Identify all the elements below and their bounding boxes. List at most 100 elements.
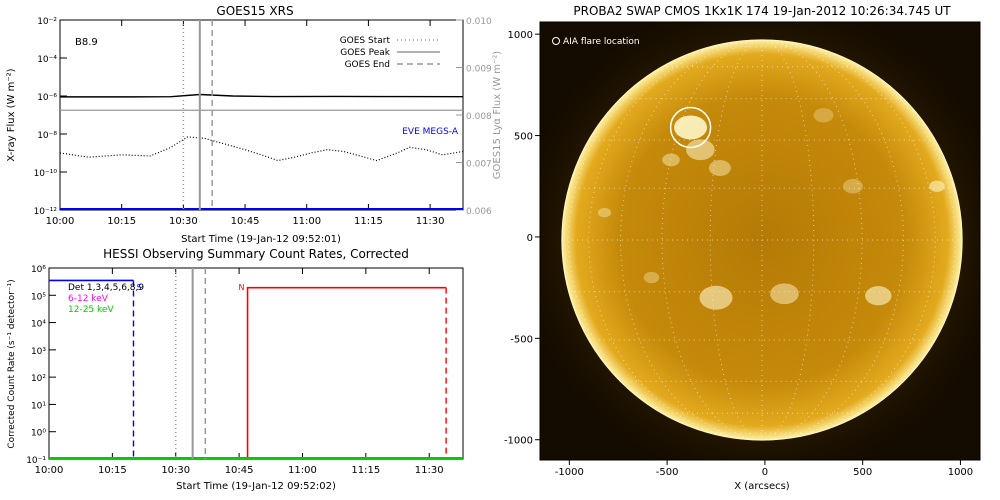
x-tick-label: -500 xyxy=(656,467,679,478)
y-tick-label: 10³ xyxy=(31,347,46,357)
y-tick-label: 10⁻¹ xyxy=(26,456,46,466)
x-tick-label: 10:30 xyxy=(161,465,190,476)
flare-legend-label: AIA flare location xyxy=(563,37,640,47)
hessi-series xyxy=(49,279,467,459)
goes-panel: GOES15 XRS 10:00 10:15 10:30 10:45 11:00 11:1… xyxy=(6,4,503,245)
hessi-legend-label: 12-25 keV xyxy=(68,305,114,315)
active-region xyxy=(662,153,680,167)
x-tick-label: 10:45 xyxy=(231,216,260,227)
x-tick-label: 500 xyxy=(853,467,872,478)
y-tick-label: 500 xyxy=(514,132,533,143)
hessi-panel: HESSI Observing Summary Count Rates, Cor… xyxy=(7,247,467,492)
x-tick-label: 1000 xyxy=(948,467,973,478)
hessi-ylabel: Corrected Count Rate (s⁻¹ detector⁻¹) xyxy=(7,279,17,448)
active-region xyxy=(699,285,733,310)
active-region xyxy=(674,115,708,140)
y-tick-label: 0 xyxy=(527,233,533,244)
y-tick-label: 10⁵ xyxy=(31,292,46,302)
longitude-line xyxy=(761,39,815,441)
goes-annotation: B8.9 xyxy=(75,37,98,48)
hessi-xlabel: Start Time (19-Jan-12 09:52:02) xyxy=(176,481,336,492)
legend-label: GOES Start xyxy=(340,36,391,46)
x-tick-label: 10:00 xyxy=(46,216,75,227)
swap-image-panel: PROBA2 SWAP CMOS 1Kx1K 174 19-Jan-2012 1… xyxy=(504,4,981,492)
swap-x-ticks: -1000 -500 0 500 1000 xyxy=(555,460,973,478)
active-region xyxy=(597,207,612,218)
hessi-y-ticks: 10⁻¹ 10⁰ 10¹ 10² 10³ 10⁴ 10⁵ 10⁶ xyxy=(26,265,56,466)
y2-tick-label: 0.010 xyxy=(466,17,492,27)
x-tick-label: 10:15 xyxy=(98,465,127,476)
x-tick-label: 11:00 xyxy=(288,465,317,476)
x-tick-label: 10:15 xyxy=(107,216,136,227)
active-region xyxy=(770,283,799,305)
y-tick-label: 10⁻⁴ xyxy=(37,55,57,65)
hessi-marker-S: S xyxy=(136,283,141,292)
x-tick-label: 10:45 xyxy=(225,465,254,476)
heliographic-grid xyxy=(562,39,962,441)
eve-label: EVE MEGS-A xyxy=(402,127,459,137)
goes-ylabel-right: GOES15 Lyα Flux (W m⁻²) xyxy=(492,51,503,179)
y-tick-label: 10⁶ xyxy=(31,265,46,275)
x-tick-label: -1000 xyxy=(555,467,584,478)
y-tick-label: 10⁻² xyxy=(37,17,57,27)
hessi-blue-segment-end xyxy=(463,280,467,459)
x-tick-label: 11:15 xyxy=(354,216,383,227)
hessi-event-lines xyxy=(174,268,207,459)
hessi-legend-label: 6-12 keV xyxy=(68,294,109,304)
y-tick-label: -500 xyxy=(510,334,533,345)
hessi-marker-N: N xyxy=(239,283,245,292)
longitude-line xyxy=(761,39,863,441)
longitude-line xyxy=(709,39,763,441)
y-tick-label: 10⁻⁶ xyxy=(37,93,57,103)
y-tick-label: 10¹ xyxy=(31,401,46,411)
active-region xyxy=(643,271,660,284)
series-long-channel xyxy=(60,93,463,98)
goes-title: GOES15 XRS xyxy=(216,4,293,18)
legend-label: GOES Peak xyxy=(340,48,390,58)
active-region xyxy=(865,286,892,306)
active-regions xyxy=(597,108,945,310)
active-region xyxy=(708,160,731,176)
goes-y-ticks: 10⁻¹² 10⁻¹⁰ 10⁻⁸ 10⁻⁶ 10⁻⁴ 10⁻² xyxy=(34,17,67,217)
active-region xyxy=(686,139,715,161)
goes-x-ticks: 10:00 10:15 10:30 10:45 11:00 11:15 11:30 xyxy=(46,20,445,227)
x-tick-label: 11:15 xyxy=(351,465,380,476)
active-region xyxy=(929,180,945,192)
swap-xlabel: X (arcsecs) xyxy=(734,481,790,492)
x-tick-label: 11:00 xyxy=(292,216,321,227)
swap-title: PROBA2 SWAP CMOS 1Kx1K 174 19-Jan-2012 1… xyxy=(573,4,951,18)
y-tick-label: 10⁴ xyxy=(31,320,46,330)
y2-tick-label: 0.009 xyxy=(466,65,492,75)
flare-legend-symbol xyxy=(552,37,560,45)
goes-ylabel: X-ray Flux (W m⁻²) xyxy=(6,68,17,161)
goes-plot-frame xyxy=(59,19,464,211)
swap-y-ticks: 1000 500 0 -500 -1000 xyxy=(504,30,540,447)
x-tick-label: 11:30 xyxy=(415,465,444,476)
longitude-line xyxy=(661,39,763,441)
x-tick-label: 10:30 xyxy=(169,216,198,227)
hessi-legend-label: Det 1,3,4,5,6,8,9 xyxy=(68,283,144,293)
y2-tick-label: 0.006 xyxy=(466,207,492,217)
goes-xlabel: Start Time (19-Jan-12 09:52:01) xyxy=(181,234,341,245)
hessi-title: HESSI Observing Summary Count Rates, Cor… xyxy=(103,247,409,261)
flare-location-circle xyxy=(669,106,712,149)
y-tick-label: -1000 xyxy=(504,436,533,447)
x-tick-label: 0 xyxy=(762,467,768,478)
y-tick-label: 10⁰ xyxy=(31,429,46,439)
active-region xyxy=(842,179,863,194)
y-tick-label: 10⁻⁸ xyxy=(37,131,57,141)
y-tick-label: 10⁻¹² xyxy=(34,207,58,217)
x-tick-label: 10:00 xyxy=(35,465,64,476)
series-short-channel xyxy=(60,136,463,162)
hessi-plot-frame xyxy=(48,267,464,460)
longitude-line xyxy=(620,39,763,441)
active-region xyxy=(813,108,834,123)
legend-label: GOES End xyxy=(345,60,390,70)
swap-image-frame xyxy=(539,21,981,461)
solar-limb xyxy=(561,39,963,441)
y-tick-label: 1000 xyxy=(508,30,533,41)
goes-series xyxy=(60,93,463,210)
